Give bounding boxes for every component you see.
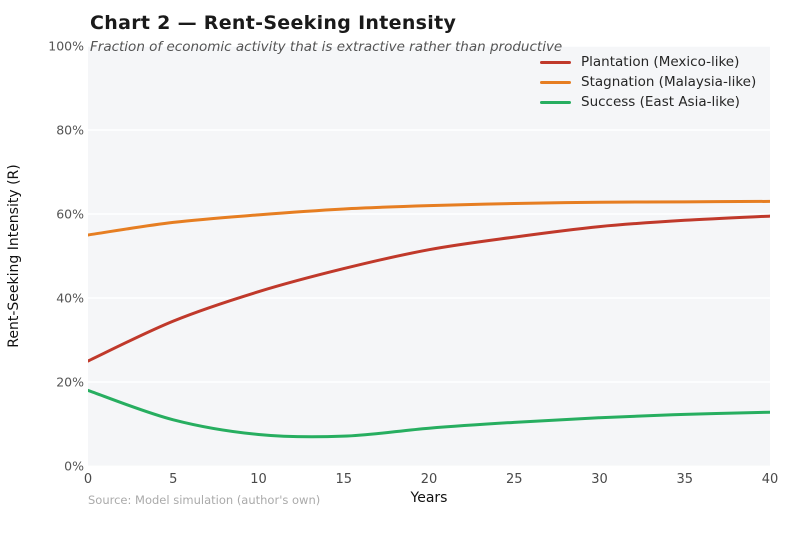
y-tick-label: 100% [48, 38, 84, 54]
series-line-0 [88, 214, 770, 363]
legend-label: Success (East Asia-like) [581, 94, 740, 110]
legend-item-1: Stagnation (Malaysia-like) [540, 72, 756, 92]
legend-line-swatch [540, 60, 571, 64]
x-tick-label: 15 [335, 472, 353, 487]
plot-area [88, 46, 770, 466]
chart-canvas [88, 46, 770, 466]
y-tick-label: 60% [56, 206, 84, 222]
x-tick-label: 30 [591, 472, 608, 487]
y-tick-label: 20% [56, 374, 84, 390]
source-note: Source: Model simulation (author's own) [88, 493, 321, 507]
series-line-2 [88, 388, 770, 439]
legend-label: Plantation (Mexico-like) [581, 54, 740, 70]
legend-item-2: Success (East Asia-like) [540, 92, 756, 112]
x-tick-label: 10 [250, 472, 267, 487]
legend-line-swatch [540, 100, 571, 104]
x-axis-label: Years [410, 490, 448, 506]
series-line-1 [88, 199, 770, 237]
x-tick-label: 35 [676, 472, 694, 487]
y-axis-label: Rent-Seeking Intensity (R) [6, 164, 22, 348]
chart-subtitle: Fraction of economic activity that is ex… [90, 39, 563, 55]
y-tick-label: 80% [56, 122, 84, 138]
x-tick-label: 20 [420, 472, 438, 487]
x-tick-label: 5 [169, 472, 178, 487]
y-tick-label: 0% [64, 458, 84, 474]
x-tick-label: 40 [761, 472, 779, 487]
y-tick-label: 40% [56, 290, 84, 306]
legend-label: Stagnation (Malaysia-like) [581, 74, 757, 90]
x-tick-label: 0 [83, 472, 93, 487]
x-tick-label: 25 [505, 472, 523, 487]
legend-item-0: Plantation (Mexico-like) [540, 52, 756, 72]
legend: Plantation (Mexico-like) Stagnation (Mala… [540, 52, 756, 112]
legend-line-swatch [540, 80, 571, 84]
chart-title: Chart 2 — Rent-Seeking Intensity [90, 12, 457, 34]
